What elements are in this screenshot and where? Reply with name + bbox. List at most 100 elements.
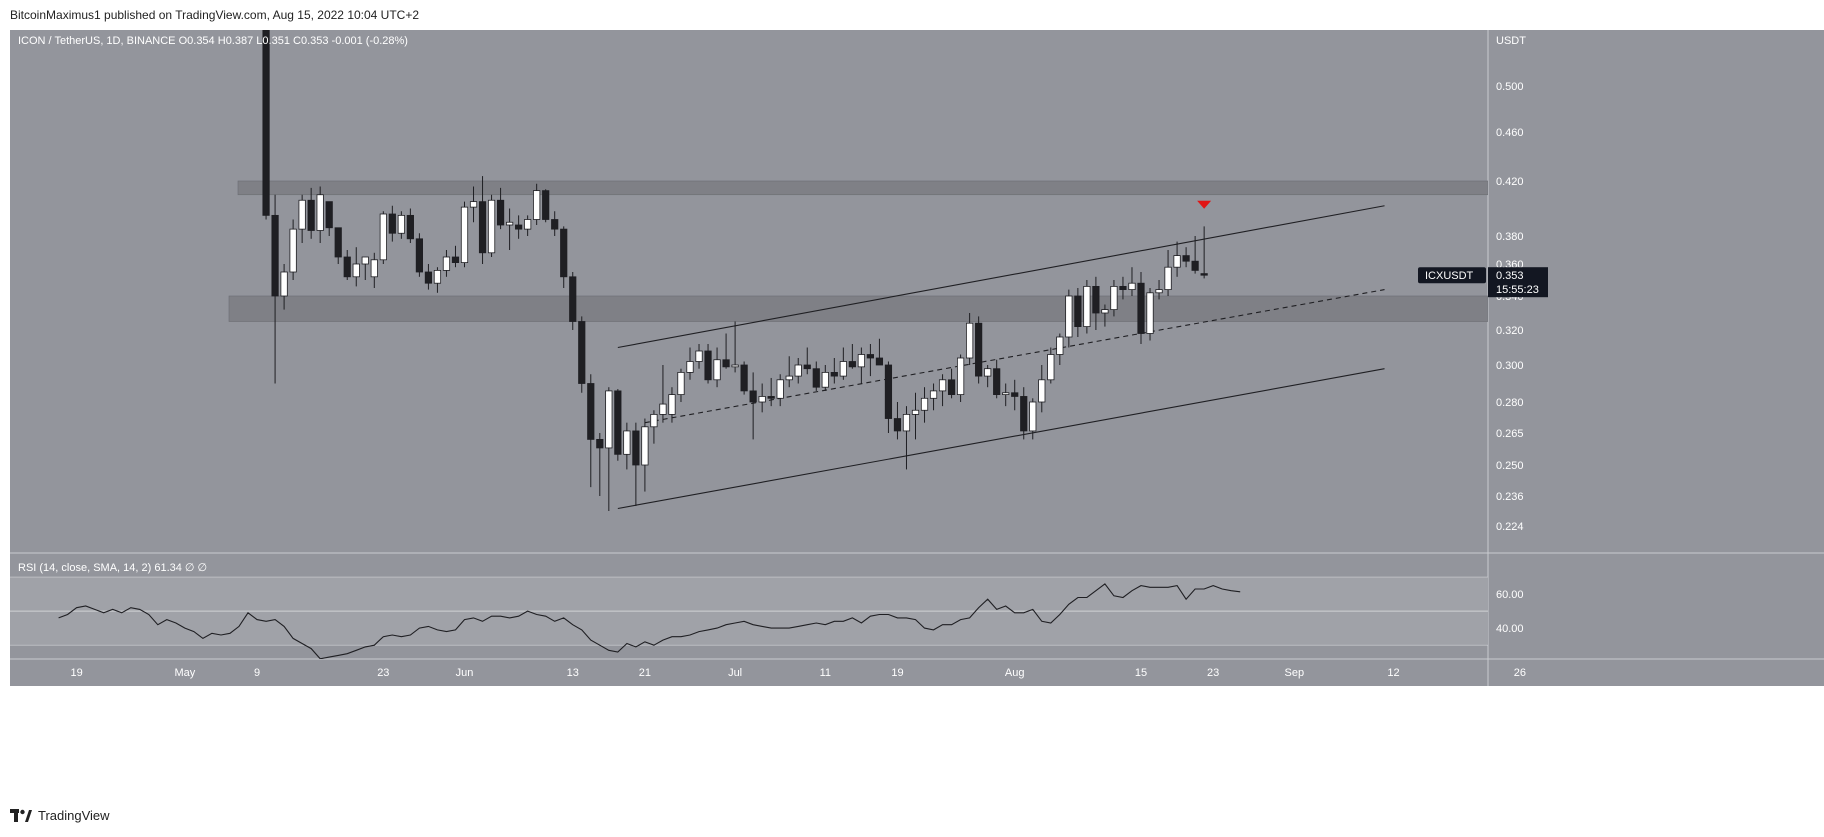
candle[interactable] bbox=[1065, 289, 1073, 348]
candle[interactable] bbox=[1056, 333, 1064, 366]
candle[interactable] bbox=[614, 389, 622, 461]
candle[interactable] bbox=[704, 344, 712, 384]
candle[interactable] bbox=[587, 374, 595, 488]
candle[interactable] bbox=[749, 372, 757, 440]
candle[interactable] bbox=[993, 359, 1001, 399]
candle[interactable] bbox=[343, 250, 351, 280]
candle[interactable] bbox=[262, 30, 270, 220]
candle[interactable] bbox=[1119, 276, 1127, 300]
candle[interactable] bbox=[731, 321, 739, 373]
candle[interactable] bbox=[794, 358, 802, 384]
candle[interactable] bbox=[361, 256, 369, 280]
candle[interactable] bbox=[875, 338, 884, 366]
candle[interactable] bbox=[1164, 250, 1172, 296]
candle[interactable] bbox=[334, 227, 342, 264]
candle[interactable] bbox=[496, 187, 505, 230]
candle[interactable] bbox=[487, 194, 496, 257]
candle[interactable] bbox=[866, 344, 875, 377]
candle[interactable] bbox=[406, 208, 414, 244]
candle[interactable] bbox=[388, 205, 396, 242]
candle[interactable] bbox=[433, 267, 442, 293]
candle[interactable] bbox=[957, 354, 965, 403]
candle[interactable] bbox=[1155, 280, 1163, 300]
candle[interactable] bbox=[289, 219, 297, 281]
candle[interactable] bbox=[415, 233, 424, 277]
candle[interactable] bbox=[1191, 236, 1199, 274]
candle[interactable] bbox=[947, 368, 956, 399]
candle[interactable] bbox=[830, 358, 838, 384]
candle[interactable] bbox=[542, 189, 550, 223]
candle[interactable] bbox=[551, 211, 559, 236]
candle[interactable] bbox=[785, 356, 793, 388]
candle[interactable] bbox=[451, 245, 460, 268]
candle[interactable] bbox=[938, 374, 947, 407]
candle[interactable] bbox=[478, 176, 487, 264]
candle[interactable] bbox=[1182, 247, 1190, 268]
candle[interactable] bbox=[569, 272, 577, 330]
candle[interactable] bbox=[442, 250, 451, 277]
candle[interactable] bbox=[632, 422, 640, 506]
candle[interactable] bbox=[460, 201, 469, 268]
candle[interactable] bbox=[920, 387, 929, 423]
candle[interactable] bbox=[298, 194, 306, 243]
candle[interactable] bbox=[1074, 288, 1082, 337]
candle[interactable] bbox=[1137, 272, 1145, 344]
rsi-pane[interactable] bbox=[10, 576, 1488, 659]
candle[interactable] bbox=[776, 374, 784, 407]
candle[interactable] bbox=[1020, 387, 1028, 440]
candle[interactable] bbox=[397, 211, 405, 239]
candle[interactable] bbox=[1038, 365, 1046, 413]
candle[interactable] bbox=[1002, 383, 1010, 407]
candle[interactable] bbox=[596, 433, 604, 496]
candle[interactable] bbox=[578, 316, 586, 393]
candle[interactable] bbox=[370, 252, 378, 288]
candle[interactable] bbox=[966, 313, 974, 365]
candle[interactable] bbox=[695, 344, 703, 369]
candle[interactable] bbox=[893, 402, 902, 440]
candle[interactable] bbox=[469, 186, 478, 223]
candle[interactable] bbox=[424, 264, 433, 290]
candle[interactable] bbox=[641, 418, 649, 492]
candle[interactable] bbox=[524, 215, 532, 236]
candle[interactable] bbox=[668, 387, 676, 423]
candle[interactable] bbox=[1128, 267, 1136, 296]
chart[interactable]: USDT0.5000.4600.4200.3800.3600.3400.3200… bbox=[10, 30, 1824, 800]
candle[interactable] bbox=[280, 264, 288, 310]
candle[interactable] bbox=[1110, 280, 1118, 317]
candle[interactable] bbox=[686, 347, 694, 380]
candle[interactable] bbox=[884, 361, 893, 434]
candle[interactable] bbox=[740, 361, 748, 395]
candle[interactable] bbox=[650, 410, 658, 444]
candle[interactable] bbox=[271, 194, 279, 384]
candle[interactable] bbox=[605, 387, 613, 511]
candle[interactable] bbox=[325, 201, 333, 236]
candle[interactable] bbox=[1029, 398, 1037, 440]
candle[interactable] bbox=[316, 186, 324, 244]
candle[interactable] bbox=[848, 344, 856, 369]
candle[interactable] bbox=[505, 208, 514, 251]
candle[interactable] bbox=[929, 383, 938, 411]
candle[interactable] bbox=[533, 183, 541, 225]
candle[interactable] bbox=[1083, 280, 1091, 334]
candle[interactable] bbox=[767, 377, 775, 407]
candle[interactable] bbox=[560, 226, 568, 288]
candle[interactable] bbox=[307, 187, 315, 239]
candle[interactable] bbox=[379, 211, 387, 264]
candle[interactable] bbox=[758, 383, 766, 413]
candle[interactable] bbox=[857, 347, 865, 384]
brand[interactable]: TradingView bbox=[10, 808, 110, 823]
candle[interactable] bbox=[623, 422, 631, 470]
candle[interactable] bbox=[1092, 276, 1100, 330]
candle[interactable] bbox=[911, 392, 920, 440]
candle[interactable] bbox=[1173, 241, 1181, 277]
candle[interactable] bbox=[515, 215, 523, 239]
candle[interactable] bbox=[713, 347, 721, 388]
candle[interactable] bbox=[352, 247, 360, 287]
candle[interactable] bbox=[722, 333, 730, 369]
candle[interactable] bbox=[1200, 226, 1208, 279]
candle[interactable] bbox=[1101, 304, 1109, 327]
candle[interactable] bbox=[1146, 288, 1154, 341]
candle[interactable] bbox=[803, 347, 811, 375]
candle[interactable] bbox=[975, 316, 983, 384]
price-pane[interactable] bbox=[228, 30, 1488, 511]
